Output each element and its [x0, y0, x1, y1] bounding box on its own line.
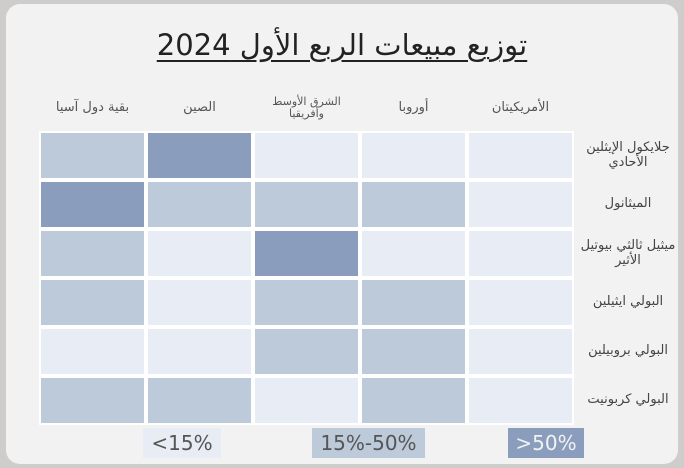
- heatmap-cell: [146, 180, 253, 229]
- heatmap-cell: [360, 376, 467, 425]
- heatmap-cell: [39, 180, 146, 229]
- heatmap-cell: [253, 376, 360, 425]
- heatmap-cell: [253, 180, 360, 229]
- column-header: الصين: [183, 100, 216, 116]
- heatmap-cell: [39, 131, 146, 180]
- heatmap-cell: [146, 131, 253, 180]
- legend-item: >50%: [508, 428, 584, 458]
- heatmap-cell: [467, 327, 574, 376]
- heatmap-cell: [360, 131, 467, 180]
- heatmap-cell: [467, 180, 574, 229]
- row-label: البولي ايثيلين: [592, 294, 664, 310]
- column-header: الأمريكيتان: [491, 100, 550, 116]
- heatmap-cell: [253, 278, 360, 327]
- heatmap-cell: [467, 229, 574, 278]
- heatmap-cell: [360, 327, 467, 376]
- row-label: الميثانول: [604, 196, 652, 212]
- heatmap-cell: [39, 229, 146, 278]
- heatmap-cell: [467, 376, 574, 425]
- column-header: أوروبا: [398, 100, 429, 116]
- legend-item: 15%-50%: [312, 428, 425, 458]
- heatmap-cell: [146, 327, 253, 376]
- column-header: الشرق الأوسط وأفريقيا: [272, 95, 341, 120]
- heatmap-cell: [146, 278, 253, 327]
- row-label: البولي بروبيلين: [588, 343, 668, 359]
- heatmap-cell: [360, 180, 467, 229]
- column-header: بقية دول آسيا: [55, 100, 130, 116]
- heatmap-cell: [467, 131, 574, 180]
- legend-item: <15%: [143, 428, 221, 458]
- heatmap-cell: [146, 376, 253, 425]
- heatmap-cell: [39, 278, 146, 327]
- heatmap-cell: [360, 229, 467, 278]
- heatmap-cell: [39, 376, 146, 425]
- heatmap-cell: [253, 229, 360, 278]
- row-label: جلايكول الإيثلين الأحادي: [586, 140, 670, 170]
- title: توزيع مبيعات الربع الأول 2024: [156, 28, 528, 62]
- heatmap-cell: [253, 131, 360, 180]
- heatmap-cell: [467, 278, 574, 327]
- row-label: البولي كربونيت: [587, 392, 669, 408]
- heatmap-cell: [360, 278, 467, 327]
- heatmap-cell: [253, 327, 360, 376]
- heatmap-cell: [146, 229, 253, 278]
- row-label: ميثيل ثالثي بيوتيل الأثير: [580, 238, 676, 268]
- heatmap-cell: [39, 327, 146, 376]
